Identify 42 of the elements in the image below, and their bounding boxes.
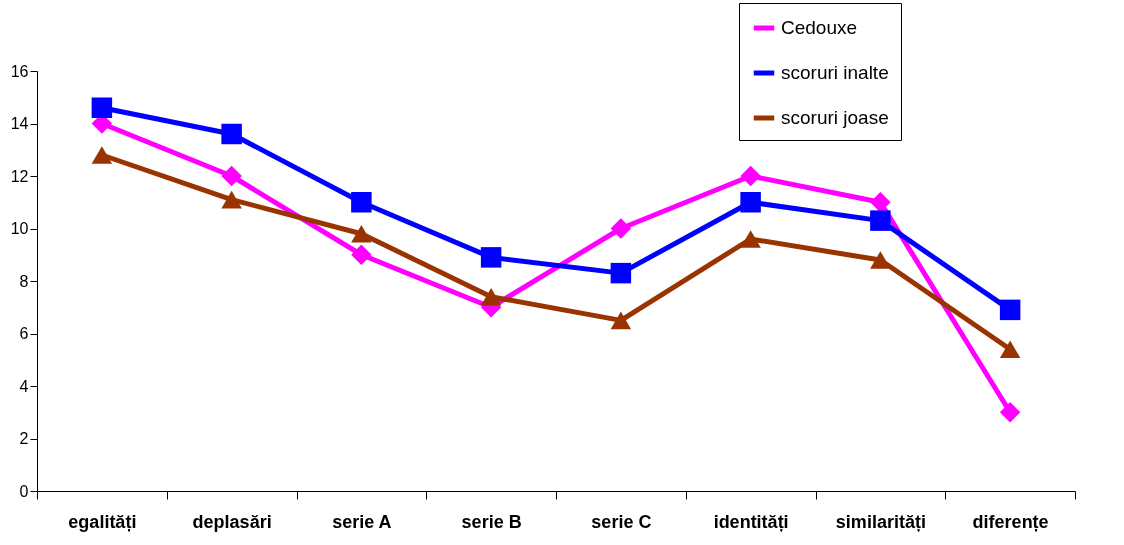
point <box>480 247 502 268</box>
point <box>999 299 1021 321</box>
point <box>870 210 891 231</box>
point <box>610 311 632 330</box>
point <box>870 192 891 213</box>
x-tick-label: deplasări <box>192 511 272 532</box>
x-tick-label: serie B <box>461 511 522 532</box>
point <box>221 123 242 145</box>
point <box>91 97 113 118</box>
y-tick-label: 2 <box>19 430 29 447</box>
point <box>221 165 242 187</box>
x-tick-label: serie C <box>591 511 652 532</box>
point <box>999 340 1021 359</box>
y-tick-label: 12 <box>10 167 29 185</box>
point <box>480 287 502 306</box>
x-tick-label: diferențe <box>972 511 1049 532</box>
x-tick-label: identități <box>713 511 789 532</box>
legend-label: Cedouxe <box>781 17 858 38</box>
legend-label: scoruri joase <box>781 107 889 128</box>
point <box>740 165 761 187</box>
point <box>351 224 372 243</box>
point <box>999 402 1021 423</box>
x-tick-label: similarități <box>835 511 926 532</box>
point <box>610 218 632 239</box>
y-tick-label: 14 <box>10 115 29 132</box>
legend-label: scoruri inalte <box>781 62 889 83</box>
y-tick-label: 10 <box>10 220 29 237</box>
point <box>351 244 372 265</box>
point <box>221 190 242 209</box>
point <box>870 251 891 269</box>
point <box>351 192 372 213</box>
y-tick-label: 8 <box>19 272 29 290</box>
point <box>91 146 113 164</box>
point <box>610 262 632 284</box>
x-tick-label: serie A <box>332 511 392 532</box>
y-tick-label: 4 <box>19 377 29 395</box>
x-tick-label: egalități <box>68 511 137 532</box>
y-tick-label: 16 <box>10 62 29 80</box>
y-tick-label: 0 <box>19 482 29 500</box>
y-tick-label: 6 <box>19 325 29 342</box>
point <box>740 230 761 248</box>
point <box>740 192 761 213</box>
